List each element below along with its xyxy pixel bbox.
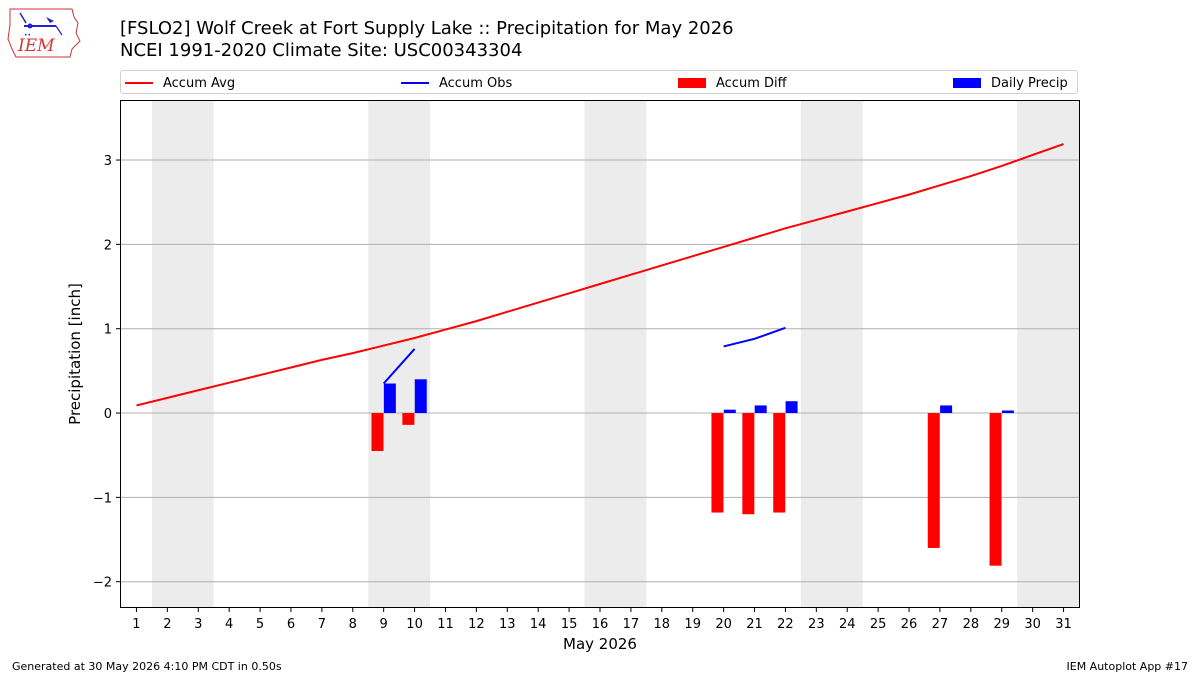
y-tick-label: 2 <box>104 238 112 253</box>
daily-precip-bar <box>414 379 427 414</box>
x-tick-label: 29 <box>993 617 1010 632</box>
x-tick-label: 7 <box>318 617 326 632</box>
iem-logo: •• IEM <box>6 5 82 61</box>
x-tick-label: 19 <box>684 617 701 632</box>
accum-obs-line <box>382 348 416 385</box>
y-tick-label: 1 <box>104 323 112 338</box>
legend-label-obs: Accum Obs <box>439 75 513 91</box>
x-tick-label: 20 <box>715 617 732 632</box>
y-tick-label: −2 <box>93 576 112 591</box>
x-tick-label: 18 <box>654 617 671 632</box>
x-tick-label: 13 <box>499 617 516 632</box>
x-tick-label: 6 <box>287 617 295 632</box>
daily-precip-bar <box>1001 410 1014 414</box>
y-axis-label: Precipitation [inch] <box>66 283 84 425</box>
x-tick-label: 23 <box>808 617 825 632</box>
legend-swatch-diff <box>678 78 706 88</box>
chart-title: [FSLO2] Wolf Creek at Fort Supply Lake :… <box>120 18 734 62</box>
daily-precip-bar <box>754 405 767 414</box>
accum-avg-line <box>136 143 1064 407</box>
accum-diff-bar <box>773 413 786 513</box>
x-tick-label: 15 <box>561 617 578 632</box>
title-line-2: NCEI 1991-2020 Climate Site: USC00343304 <box>120 40 523 61</box>
daily-precip-bar <box>940 405 953 414</box>
title-line-1: [FSLO2] Wolf Creek at Fort Supply Lake :… <box>120 18 734 39</box>
daily-precip-bar <box>723 409 736 414</box>
x-tick-label: 24 <box>839 617 856 632</box>
x-tick-label: 11 <box>437 617 454 632</box>
y-tick-label: −1 <box>93 491 112 506</box>
legend-item-accum-obs: Accum Obs <box>401 74 512 92</box>
legend-swatch-daily <box>953 78 981 88</box>
accum-obs-line <box>723 326 786 348</box>
weekend-band <box>800 101 863 607</box>
x-tick-label: 4 <box>225 617 233 632</box>
accum-diff-bar <box>742 413 755 515</box>
accum-diff-bar <box>927 413 940 548</box>
x-tick-label: 2 <box>163 617 171 632</box>
accum-diff-bar <box>371 413 384 451</box>
x-tick-label: 16 <box>592 617 609 632</box>
logo-text: IEM <box>17 36 55 56</box>
x-tick-label: 9 <box>380 617 388 632</box>
x-tick-label: 31 <box>1055 617 1072 632</box>
legend-item-accum-diff: Accum Diff <box>678 74 787 92</box>
x-tick-label: 14 <box>530 617 547 632</box>
x-tick-label: 27 <box>932 617 949 632</box>
legend-swatch-obs <box>401 82 429 84</box>
x-tick-label: 22 <box>777 617 794 632</box>
x-tick-label: 17 <box>623 617 640 632</box>
legend-item-accum-avg: Accum Avg <box>125 74 235 92</box>
y-tick-label: 3 <box>104 154 112 169</box>
x-tick-label: 5 <box>256 617 264 632</box>
weekend-band <box>368 101 431 607</box>
x-tick-label: 1 <box>132 617 140 632</box>
svg-text:••: •• <box>24 32 31 39</box>
x-tick-label: 30 <box>1024 617 1041 632</box>
legend-label-daily: Daily Precip <box>991 75 1068 91</box>
x-tick-label: 3 <box>194 617 202 632</box>
weekend-band <box>151 101 214 607</box>
y-tick-label: 0 <box>104 407 112 422</box>
legend-label-diff: Accum Diff <box>716 75 787 91</box>
footer-generated: Generated at 30 May 2026 4:10 PM CDT in … <box>12 660 282 673</box>
x-tick-label: 26 <box>901 617 918 632</box>
x-tick-label: 28 <box>963 617 980 632</box>
x-axis-label: May 2026 <box>563 635 637 653</box>
legend-label-avg: Accum Avg <box>163 75 236 91</box>
legend: Accum Avg Accum Obs Accum Diff Daily Pre… <box>120 70 1078 94</box>
footer-app: IEM Autoplot App #17 <box>1066 660 1189 673</box>
accum-diff-bar <box>989 413 1002 566</box>
x-tick-label: 25 <box>870 617 887 632</box>
daily-precip-bar <box>383 383 396 414</box>
x-tick-label: 8 <box>349 617 357 632</box>
x-tick-label: 10 <box>406 617 423 632</box>
x-tick-label: 21 <box>746 617 763 632</box>
weekend-band <box>1017 101 1079 607</box>
accum-diff-bar <box>711 413 724 513</box>
legend-item-daily-precip: Daily Precip <box>953 74 1068 92</box>
x-tick-label: 12 <box>468 617 485 632</box>
accum-diff-bar <box>402 413 415 425</box>
daily-precip-bar <box>785 401 798 414</box>
weekend-band <box>584 101 647 607</box>
legend-swatch-avg <box>125 82 153 84</box>
